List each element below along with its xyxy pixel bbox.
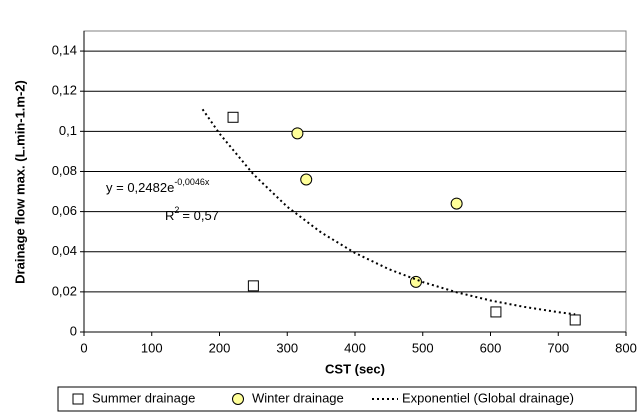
x-axis-title: CST (sec) [325, 361, 385, 376]
y-tick-label: 0,02 [52, 283, 77, 298]
circle-marker [232, 393, 244, 405]
legend-label: Winter drainage [252, 390, 344, 405]
x-tick-label: 200 [209, 340, 231, 355]
equation: y = 0,2482e [106, 180, 174, 195]
x-tick-label: 700 [547, 340, 569, 355]
y-tick-label: 0,08 [52, 163, 77, 178]
plot-area [83, 30, 627, 333]
y-axis-title: Drainage flow max. (L.min-1.m-2) [12, 80, 27, 284]
x-tick-label: 0 [80, 340, 87, 355]
x-tick-label: 600 [480, 340, 502, 355]
r-squared: R2 = 0,57 [165, 205, 219, 223]
square-marker [247, 280, 259, 292]
y-tick-label: 0,12 [52, 83, 77, 98]
y-tick-label: 0,14 [52, 43, 77, 58]
square-marker [490, 306, 502, 318]
equation-exponent: -0,0046x [174, 177, 210, 187]
y-tick-label: 0,1 [59, 123, 77, 138]
circle-marker [409, 275, 422, 288]
circle-marker [450, 197, 463, 210]
x-tick-label: 400 [344, 340, 366, 355]
r2-value: = 0,57 [182, 208, 219, 223]
y-tick-label: 0 [70, 323, 77, 338]
x-tick-label: 300 [276, 340, 298, 355]
y-tick-label: 0,04 [52, 243, 77, 258]
legend-label: Exponentiel (Global drainage) [402, 390, 574, 405]
legend-label: Summer drainage [92, 390, 195, 405]
square-marker [72, 393, 84, 405]
legend-box [57, 386, 637, 412]
x-tick-label: 800 [615, 340, 637, 355]
trend-line [201, 108, 576, 316]
r2: R [165, 208, 174, 223]
square-marker [569, 314, 581, 326]
x-tick-label: 100 [141, 340, 163, 355]
r2-exponent: 2 [174, 205, 179, 215]
x-tick-label: 500 [412, 340, 434, 355]
circle-marker [300, 173, 313, 186]
trend-equation: y = 0,2482e-0,0046x [106, 177, 210, 195]
square-marker [227, 111, 239, 123]
y-tick-label: 0,06 [52, 203, 77, 218]
circle-marker [291, 127, 304, 140]
